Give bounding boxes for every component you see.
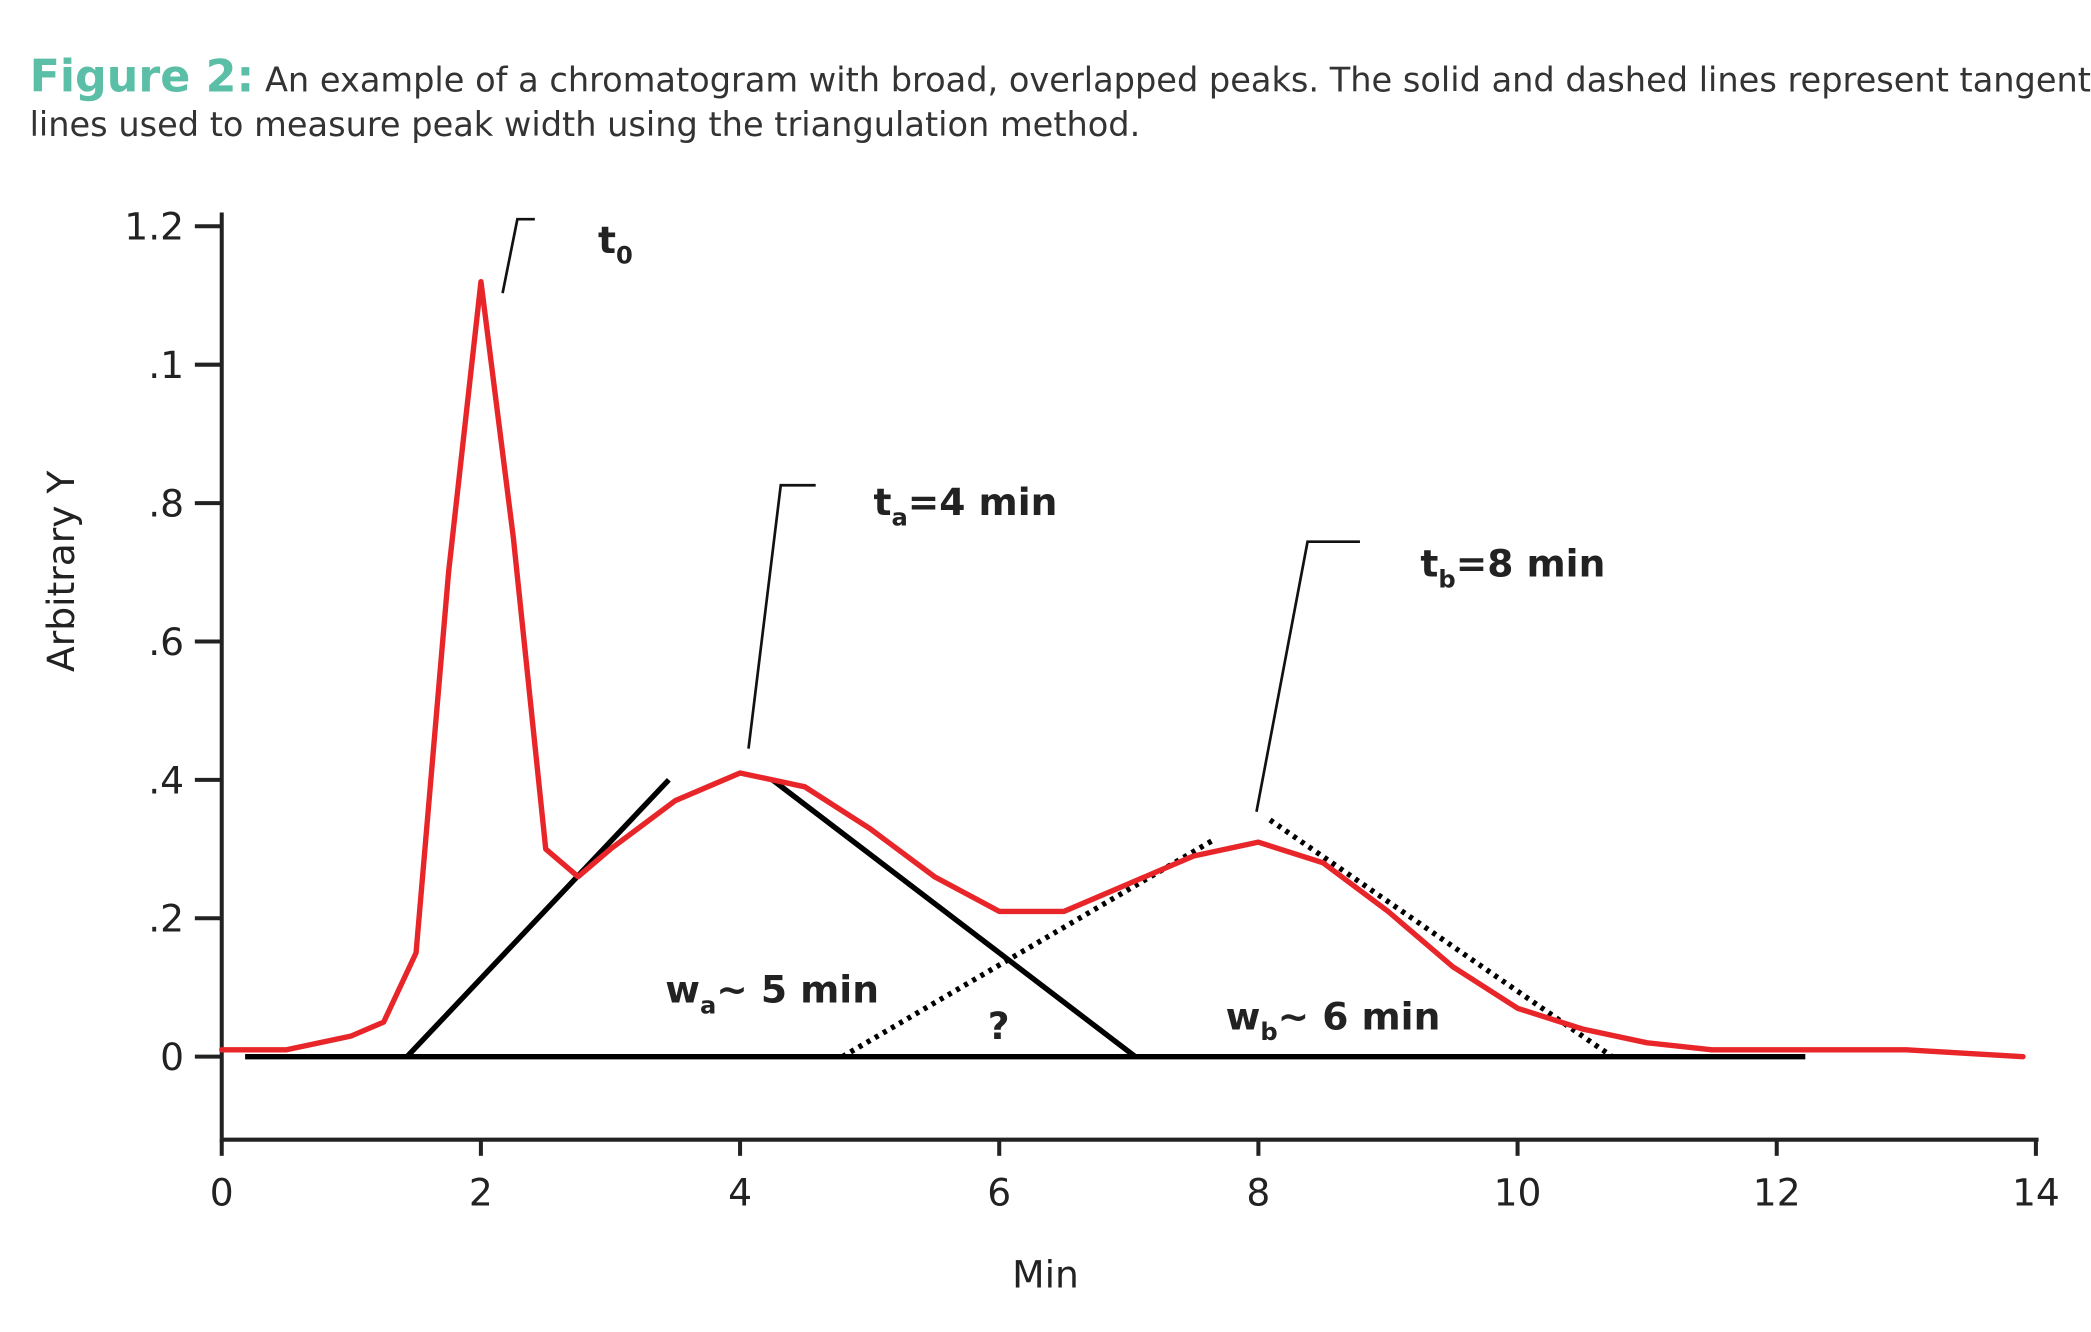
annotation-suffix: ~ 5 min bbox=[716, 968, 879, 1012]
caption-line: Figure 2: An example of a chromatogram w… bbox=[30, 52, 2091, 103]
x-tick-label: 0 bbox=[210, 1171, 234, 1215]
x-tick-label: 6 bbox=[987, 1171, 1011, 1215]
annotation-text: t bbox=[598, 218, 616, 262]
annotation-subscript: a bbox=[700, 991, 716, 1019]
caption-label: Figure 2: bbox=[30, 52, 255, 103]
annotation-subscript: a bbox=[891, 504, 907, 532]
x-tick-label: 4 bbox=[728, 1171, 752, 1215]
x-tick-label: 8 bbox=[1246, 1171, 1270, 1215]
tangent-line bbox=[405, 777, 671, 1059]
annotation-suffix: ~ 6 min bbox=[1278, 995, 1441, 1039]
annotation: wb~ 6 min bbox=[1226, 995, 1441, 1047]
leader-line bbox=[747, 483, 816, 749]
annotation-suffix: =4 min bbox=[908, 480, 1058, 524]
annotation: t0 bbox=[598, 218, 633, 270]
leader-line bbox=[1255, 540, 1360, 813]
annotation-subscript: b bbox=[1438, 565, 1455, 593]
x-tick-label: 14 bbox=[2012, 1171, 2060, 1215]
annotation-subscript: 0 bbox=[616, 242, 633, 270]
tangent-line bbox=[770, 777, 1137, 1059]
x-tick-label: 2 bbox=[469, 1171, 493, 1215]
annotation-text: t bbox=[1420, 542, 1438, 586]
caption-text: An example of a chromatogram with broad,… bbox=[265, 61, 2091, 100]
x-tick-label: 10 bbox=[1494, 1171, 1542, 1215]
annotation-text: w bbox=[1226, 995, 1261, 1039]
y-tick-label: 1.2 bbox=[124, 205, 184, 249]
annotation: wa~ 5 min bbox=[665, 968, 879, 1020]
y-tick-label: .4 bbox=[148, 758, 184, 802]
y-tick-label: .2 bbox=[148, 897, 184, 941]
annotation-text: w bbox=[665, 968, 700, 1012]
chromatogram-line bbox=[219, 278, 2026, 1060]
x-axis-label: Min bbox=[1012, 1253, 1079, 1297]
annotation: tb=8 min bbox=[1420, 542, 1605, 594]
caption-text: lines used to measure peak width using t… bbox=[30, 105, 1141, 144]
annotation-text: t bbox=[873, 480, 891, 524]
y-tick-label: .8 bbox=[148, 482, 184, 526]
y-axis-label: Arbitrary Y bbox=[39, 470, 83, 672]
annotation: ? bbox=[988, 1004, 1010, 1048]
annotation-subscript: b bbox=[1260, 1018, 1277, 1046]
y-tick-label: 0 bbox=[160, 1035, 184, 1079]
x-tick-label: 12 bbox=[1753, 1171, 1801, 1215]
annotation: ta=4 min bbox=[873, 480, 1057, 532]
annotation-text: ? bbox=[988, 1004, 1010, 1048]
y-tick-label: .1 bbox=[148, 343, 184, 387]
y-tick-label: .6 bbox=[148, 620, 184, 664]
leader-line bbox=[501, 217, 535, 294]
leaders bbox=[501, 217, 1360, 813]
annotation-suffix: =8 min bbox=[1456, 542, 1606, 586]
tangent-line bbox=[1268, 817, 1614, 1059]
